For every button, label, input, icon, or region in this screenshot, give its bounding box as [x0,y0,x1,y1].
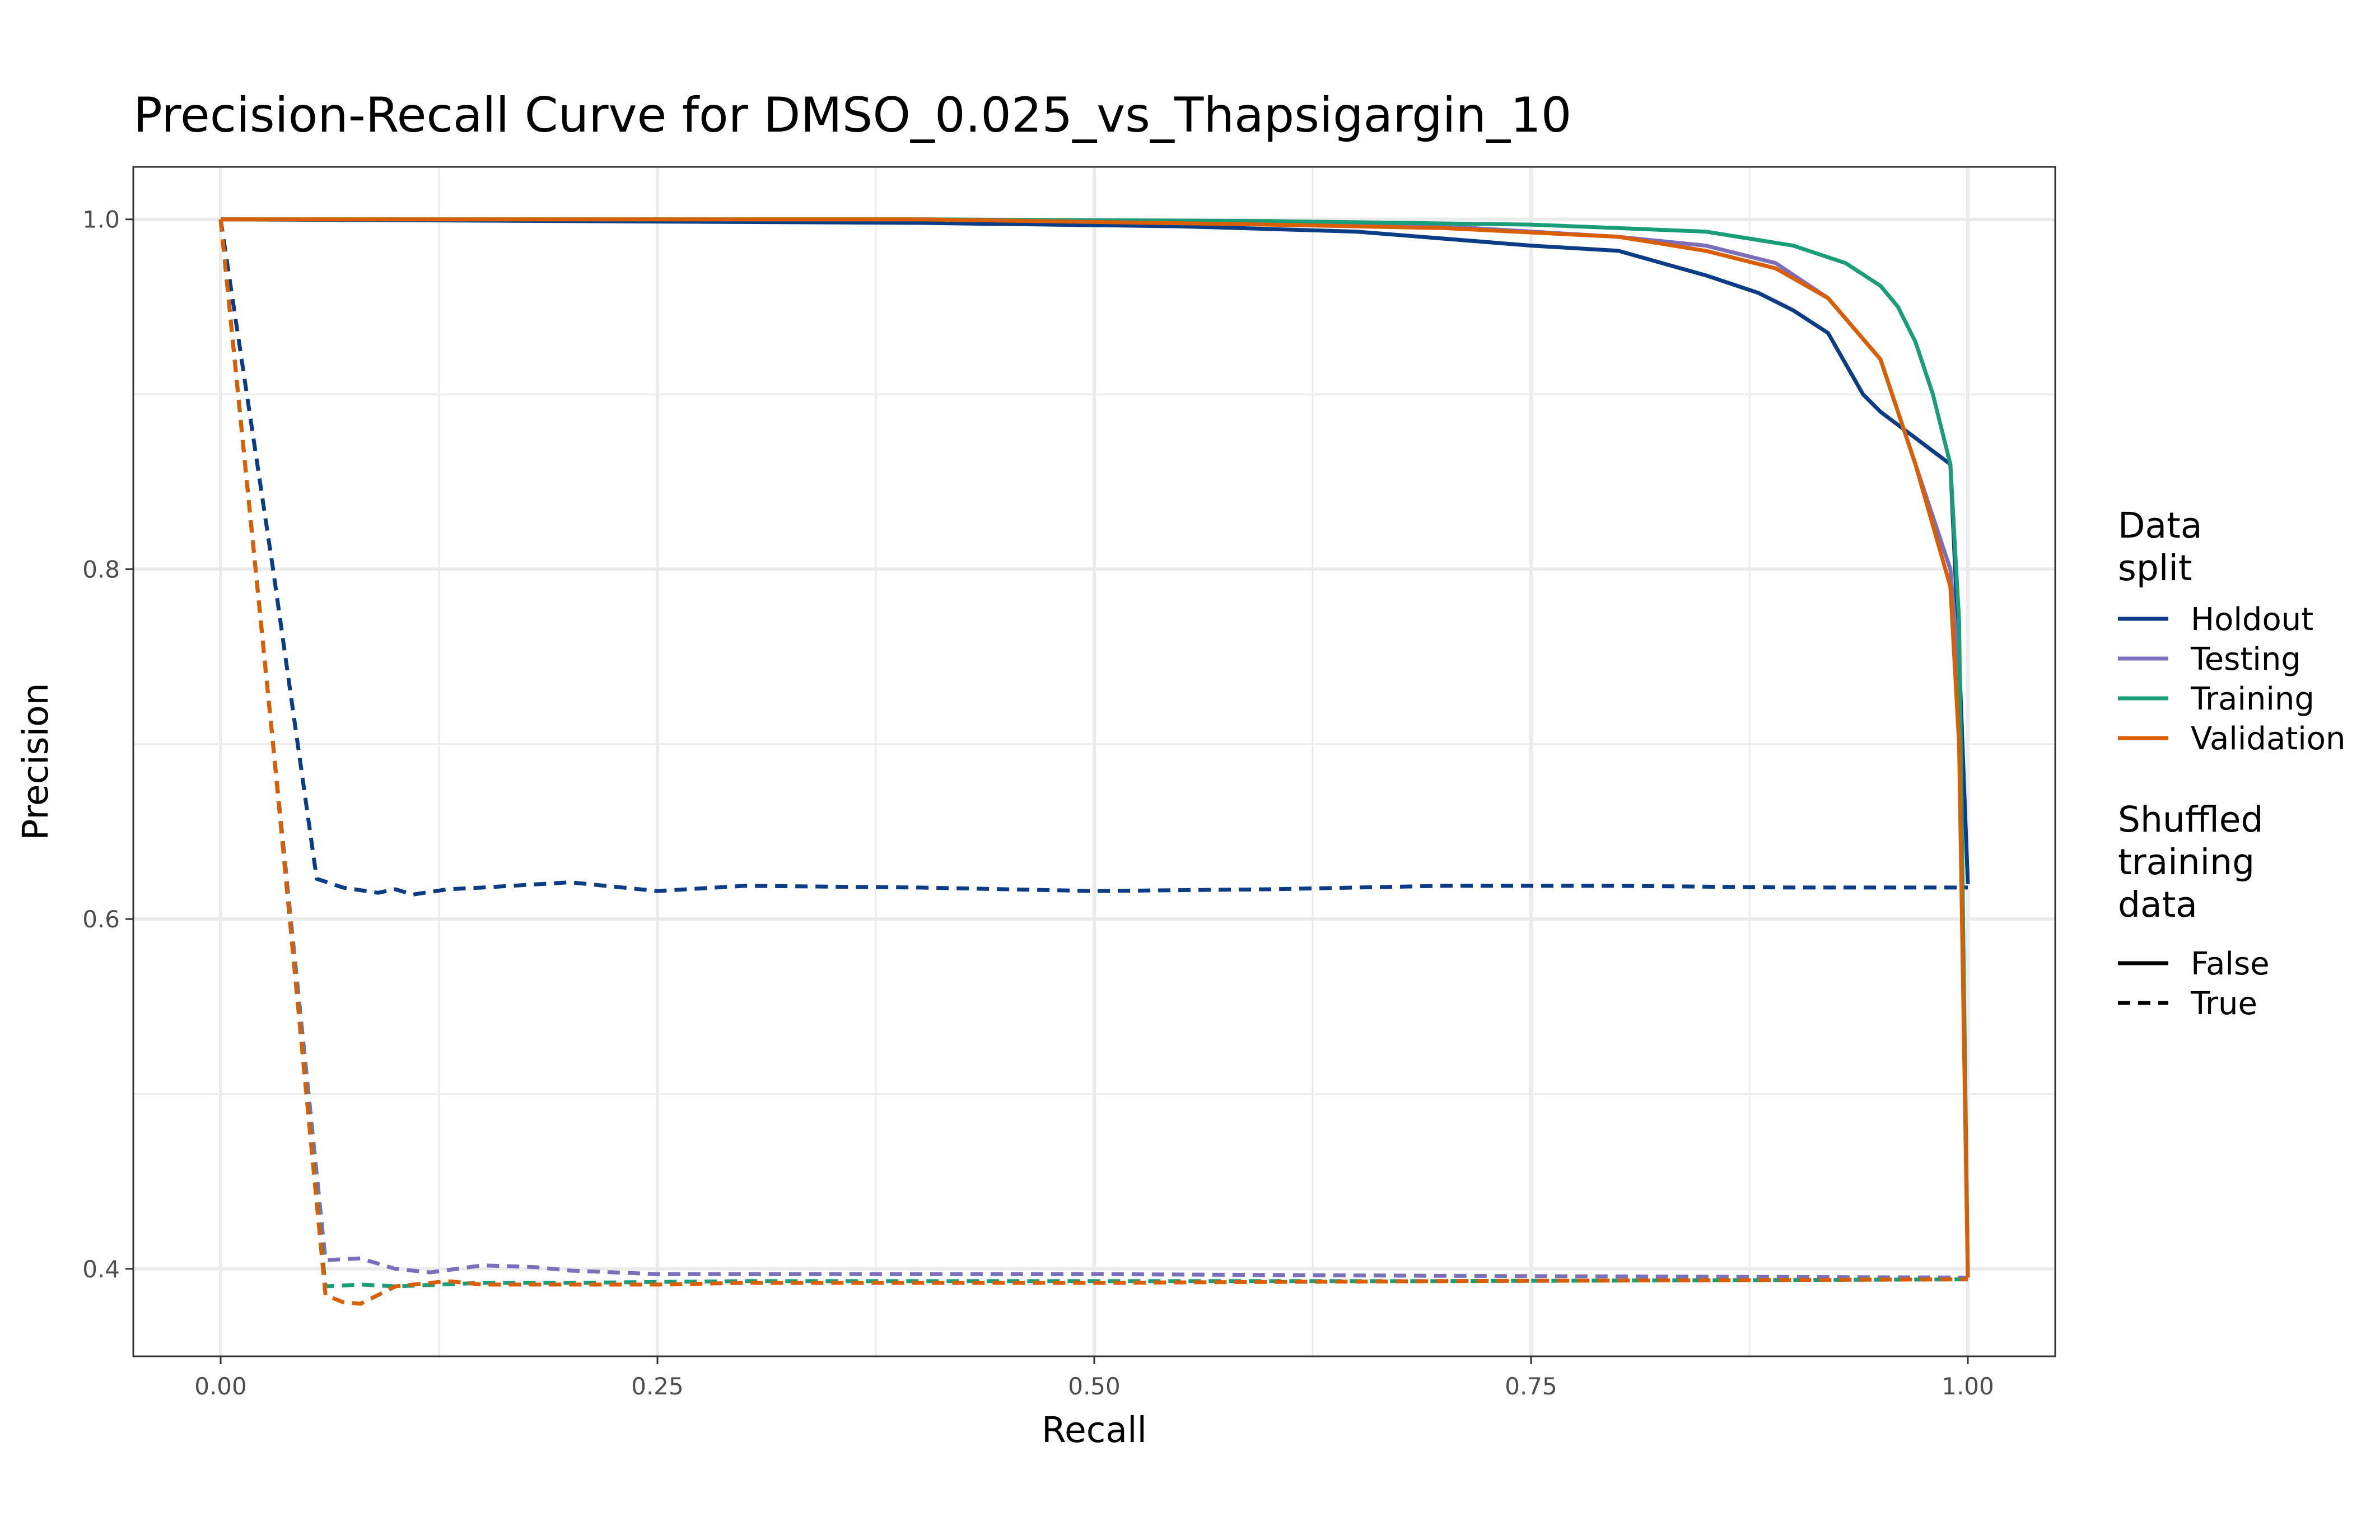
y-tick-label: 0.8 [82,556,120,583]
chart-title: Precision-Recall Curve for DMSO_0.025_vs… [133,87,1572,143]
x-tick-label: 0.50 [1068,1373,1121,1400]
y-tick-label: 1.0 [82,206,120,234]
x-tick-label: 1.00 [1942,1373,1994,1400]
x-tick-label: 0.00 [194,1373,247,1400]
series-line-validation-shuffled [218,219,1968,1306]
series-layer [218,217,1970,1306]
x-tick-label: 0.25 [631,1373,684,1400]
y-tick-label: 0.6 [82,906,120,933]
legend-label-validation: Validation [2191,721,2346,757]
x-axis-title: Recall [1042,1410,1147,1450]
x-tick-label: 0.75 [1505,1373,1557,1400]
y-axis-title: Precision [15,683,56,840]
legend-title-shuffled: data [2118,884,2197,925]
legend-label-true: True [2190,986,2257,1022]
y-tick-label: 0.4 [82,1256,120,1283]
y-axis-ticks: 0.4 0.6 0.8 1.0 [82,206,133,1283]
x-axis-ticks: 0.00 0.25 0.50 0.75 1.00 [194,1356,1994,1400]
legend-title-data-split: split [2118,548,2192,589]
series-line-testing-shuffled [218,219,1968,1280]
series-line-holdout-shuffled [218,219,1968,897]
legend-title-shuffled: training [2118,842,2255,883]
legend-label-testing: Testing [2190,641,2301,678]
legend-label-holdout: Holdout [2191,601,2313,638]
legend-title-shuffled: Shuffled [2118,799,2264,840]
legend-label-training: Training [2190,681,2314,717]
legend-title-data-split: Data [2118,505,2202,546]
series-line-holdout [220,217,1970,884]
series-line-validation [221,217,1970,1278]
legend-label-false: False [2191,946,2270,982]
